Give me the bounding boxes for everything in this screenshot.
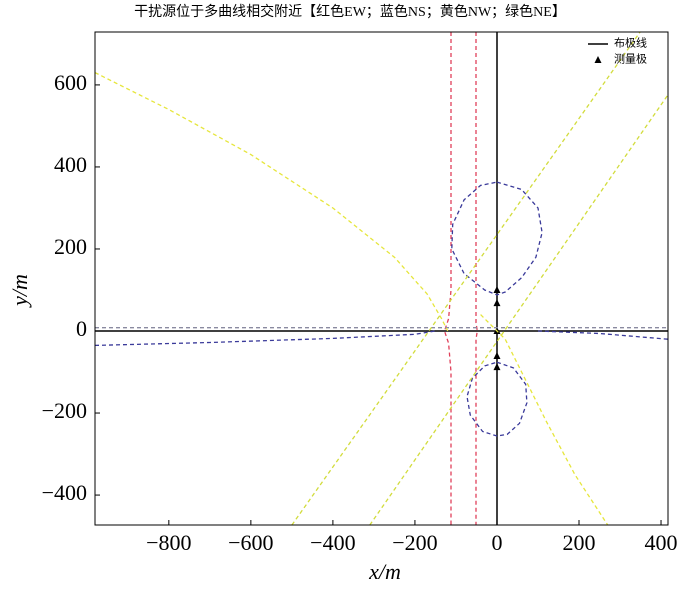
curve: [451, 181, 543, 296]
x-tick-label: −400: [310, 530, 355, 555]
y-tick-label: −400: [42, 480, 87, 505]
legend-label: 布极线: [614, 36, 647, 50]
curve: [95, 330, 668, 347]
y-tick-label: 400: [54, 152, 87, 177]
curve: [369, 94, 668, 525]
legend-marker: [594, 56, 602, 63]
y-tick-label: −200: [42, 398, 87, 423]
x-tick-label: 200: [562, 530, 595, 555]
plot-area: [95, 32, 668, 525]
y-tick-label: 0: [76, 316, 87, 341]
y-tick-label: 200: [54, 234, 87, 259]
x-tick-label: 0: [491, 530, 502, 555]
curve: [291, 32, 641, 525]
legend-label: 测量极: [614, 52, 647, 66]
wire-line: [95, 32, 668, 525]
curve: [443, 32, 452, 525]
measure-point: [493, 285, 501, 293]
measure-point: [493, 352, 501, 360]
x-tick-label: 400: [645, 530, 678, 555]
curve: [95, 72, 449, 332]
plot-frame: [94, 31, 669, 526]
curve: [480, 314, 609, 525]
chart-title: 干扰源位于多曲线相交附近【红色EW；蓝色NS；黄色NW；绿色NE】: [134, 3, 566, 20]
measure-point: [493, 299, 501, 307]
y-axis-label: y/m: [7, 274, 32, 308]
curve: [466, 361, 528, 437]
measure-point: [493, 363, 501, 371]
x-tick-label: −600: [228, 530, 273, 555]
x-tick-label: −800: [146, 530, 191, 555]
y-tick-label: 600: [54, 70, 87, 95]
curve: [475, 32, 478, 525]
x-tick-label: −200: [392, 530, 437, 555]
x-axis-label: x/m: [368, 559, 401, 584]
